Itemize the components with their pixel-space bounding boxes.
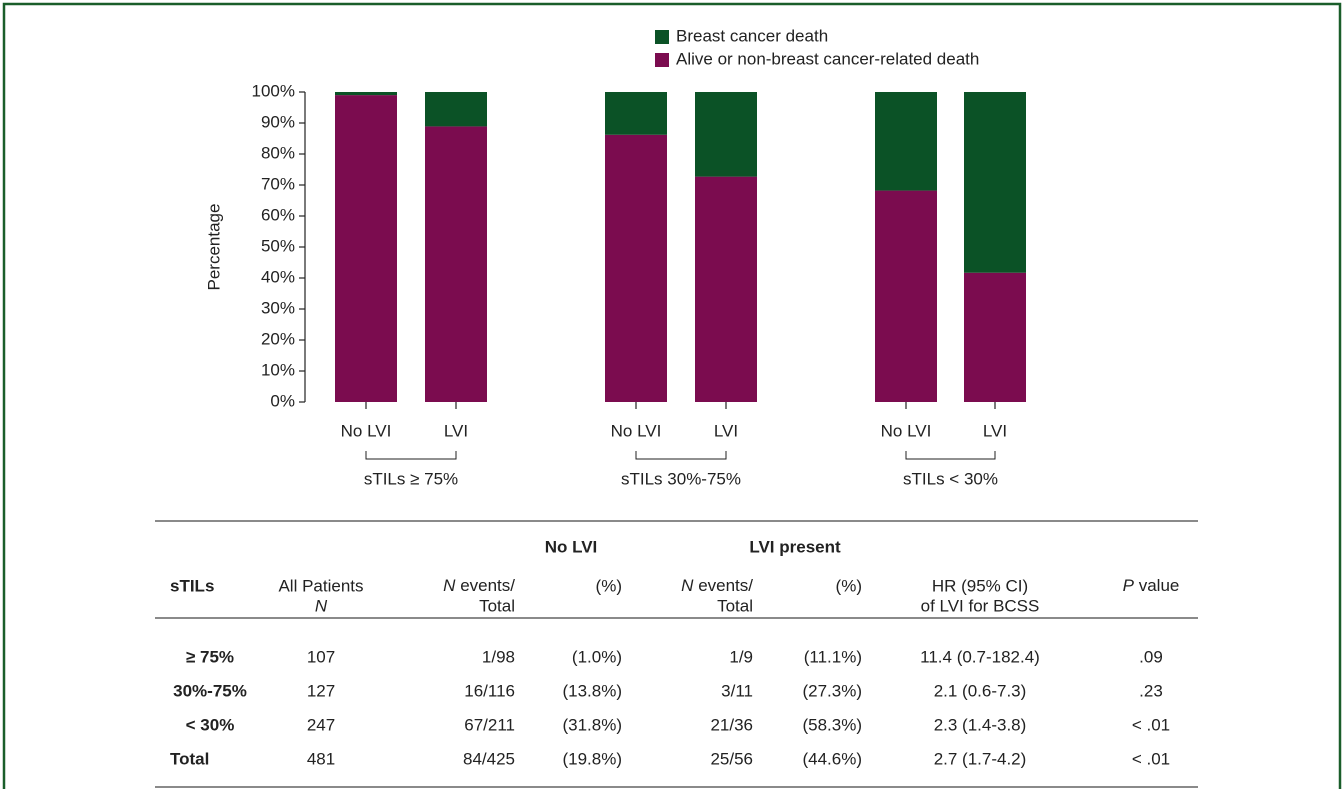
table-cell: 127 — [307, 681, 335, 700]
table-cell: 2.3 (1.4-3.8) — [934, 715, 1027, 734]
y-axis-label: Percentage — [204, 204, 223, 291]
y-tick-label: 60% — [261, 205, 295, 224]
y-tick-label: 0% — [270, 391, 295, 410]
table-cell: (58.3%) — [802, 715, 862, 734]
y-tick-label: 70% — [261, 174, 295, 193]
table-cell: 67/211 — [464, 715, 515, 734]
table-cell: 1/9 — [729, 647, 753, 666]
column-header: events/ — [698, 576, 753, 595]
table-cell: < .01 — [1132, 715, 1170, 734]
column-header: P — [1123, 576, 1135, 595]
column-header: N events/ — [681, 576, 753, 595]
table-cell: 1/98 — [482, 647, 515, 666]
bar-segment — [605, 134, 667, 402]
column-header: events/ — [460, 576, 515, 595]
group-bracket — [635, 451, 727, 460]
table-cell: 2.7 (1.7-4.2) — [934, 749, 1027, 768]
row-label: < 30% — [186, 715, 235, 734]
table-cell: (31.8%) — [562, 715, 622, 734]
y-tick-label: 80% — [261, 143, 295, 162]
group-bracket — [365, 451, 457, 460]
bar-segment — [425, 126, 487, 402]
table-cell: < .01 — [1132, 749, 1170, 768]
table-cell: 481 — [307, 749, 335, 768]
y-tick-label: 50% — [261, 236, 295, 255]
row-label: ≥ 75% — [186, 647, 234, 666]
column-header: N events/ — [443, 576, 515, 595]
y-tick-label: 10% — [261, 360, 295, 379]
bar-segment — [335, 92, 397, 96]
table-cell: (44.6%) — [802, 749, 862, 768]
group-label: sTILs 30%-75% — [621, 469, 741, 488]
bar-segment — [964, 272, 1026, 402]
table-cell: .09 — [1139, 647, 1163, 666]
column-header: Total — [479, 596, 515, 615]
legend-swatch — [655, 30, 669, 44]
x-tick-label: LVI — [983, 421, 1007, 440]
legend-label: Breast cancer death — [676, 26, 828, 45]
bar-segment — [875, 92, 937, 191]
table-cell: (13.8%) — [562, 681, 622, 700]
table-cell: 247 — [307, 715, 335, 734]
table-cell: 84/425 — [463, 749, 515, 768]
table-cell: (11.1%) — [804, 647, 862, 666]
bar-segment — [605, 92, 667, 135]
column-header: HR (95% CI) — [932, 576, 1028, 595]
y-tick-label: 100% — [252, 81, 295, 100]
column-header: N — [443, 576, 456, 595]
column-header: (%) — [596, 576, 622, 595]
table-cell: 2.1 (0.6-7.3) — [934, 681, 1027, 700]
x-tick-label: No LVI — [341, 421, 392, 440]
legend-label: Alive or non-breast cancer-related death — [676, 49, 979, 68]
table-cell: 21/36 — [710, 715, 753, 734]
legend-swatch — [655, 53, 669, 67]
table-cell: 25/56 — [710, 749, 753, 768]
table-cell: (1.0%) — [572, 647, 622, 666]
column-header: sTILs — [170, 576, 214, 595]
column-header: (%) — [836, 576, 862, 595]
table-cell: (27.3%) — [802, 681, 862, 700]
x-tick-label: No LVI — [881, 421, 932, 440]
group-bracket — [905, 451, 996, 460]
y-tick-label: 40% — [261, 267, 295, 286]
table-cell: 16/116 — [464, 681, 515, 700]
bar-segment — [964, 92, 1026, 273]
column-header: N — [681, 576, 694, 595]
row-label: Total — [170, 749, 209, 768]
group-header: LVI present — [749, 537, 841, 556]
y-tick-label: 90% — [261, 112, 295, 131]
bar-segment — [425, 92, 487, 127]
table-cell: .23 — [1139, 681, 1163, 700]
column-header: All Patients — [278, 576, 363, 595]
y-tick-label: 30% — [261, 298, 295, 317]
y-tick-label: 20% — [261, 329, 295, 348]
x-tick-label: LVI — [714, 421, 738, 440]
table-cell: 11.4 (0.7-182.4) — [920, 647, 1040, 666]
row-label: 30%-75% — [173, 681, 247, 700]
bar-segment — [695, 176, 757, 402]
column-header: P value — [1123, 576, 1180, 595]
column-header: of LVI for BCSS — [921, 596, 1040, 615]
column-header: Total — [717, 596, 753, 615]
group-header: No LVI — [545, 537, 598, 556]
table-cell: 107 — [307, 647, 335, 666]
column-header: value — [1139, 576, 1180, 595]
bar-segment — [335, 95, 397, 402]
column-header: N — [315, 596, 328, 615]
table-cell: (19.8%) — [562, 749, 622, 768]
x-tick-label: LVI — [444, 421, 468, 440]
group-label: sTILs < 30% — [903, 469, 998, 488]
bar-segment — [875, 190, 937, 402]
table-cell: 3/11 — [721, 681, 753, 700]
group-label: sTILs ≥ 75% — [364, 469, 458, 488]
x-tick-label: No LVI — [611, 421, 662, 440]
bar-segment — [695, 92, 757, 177]
